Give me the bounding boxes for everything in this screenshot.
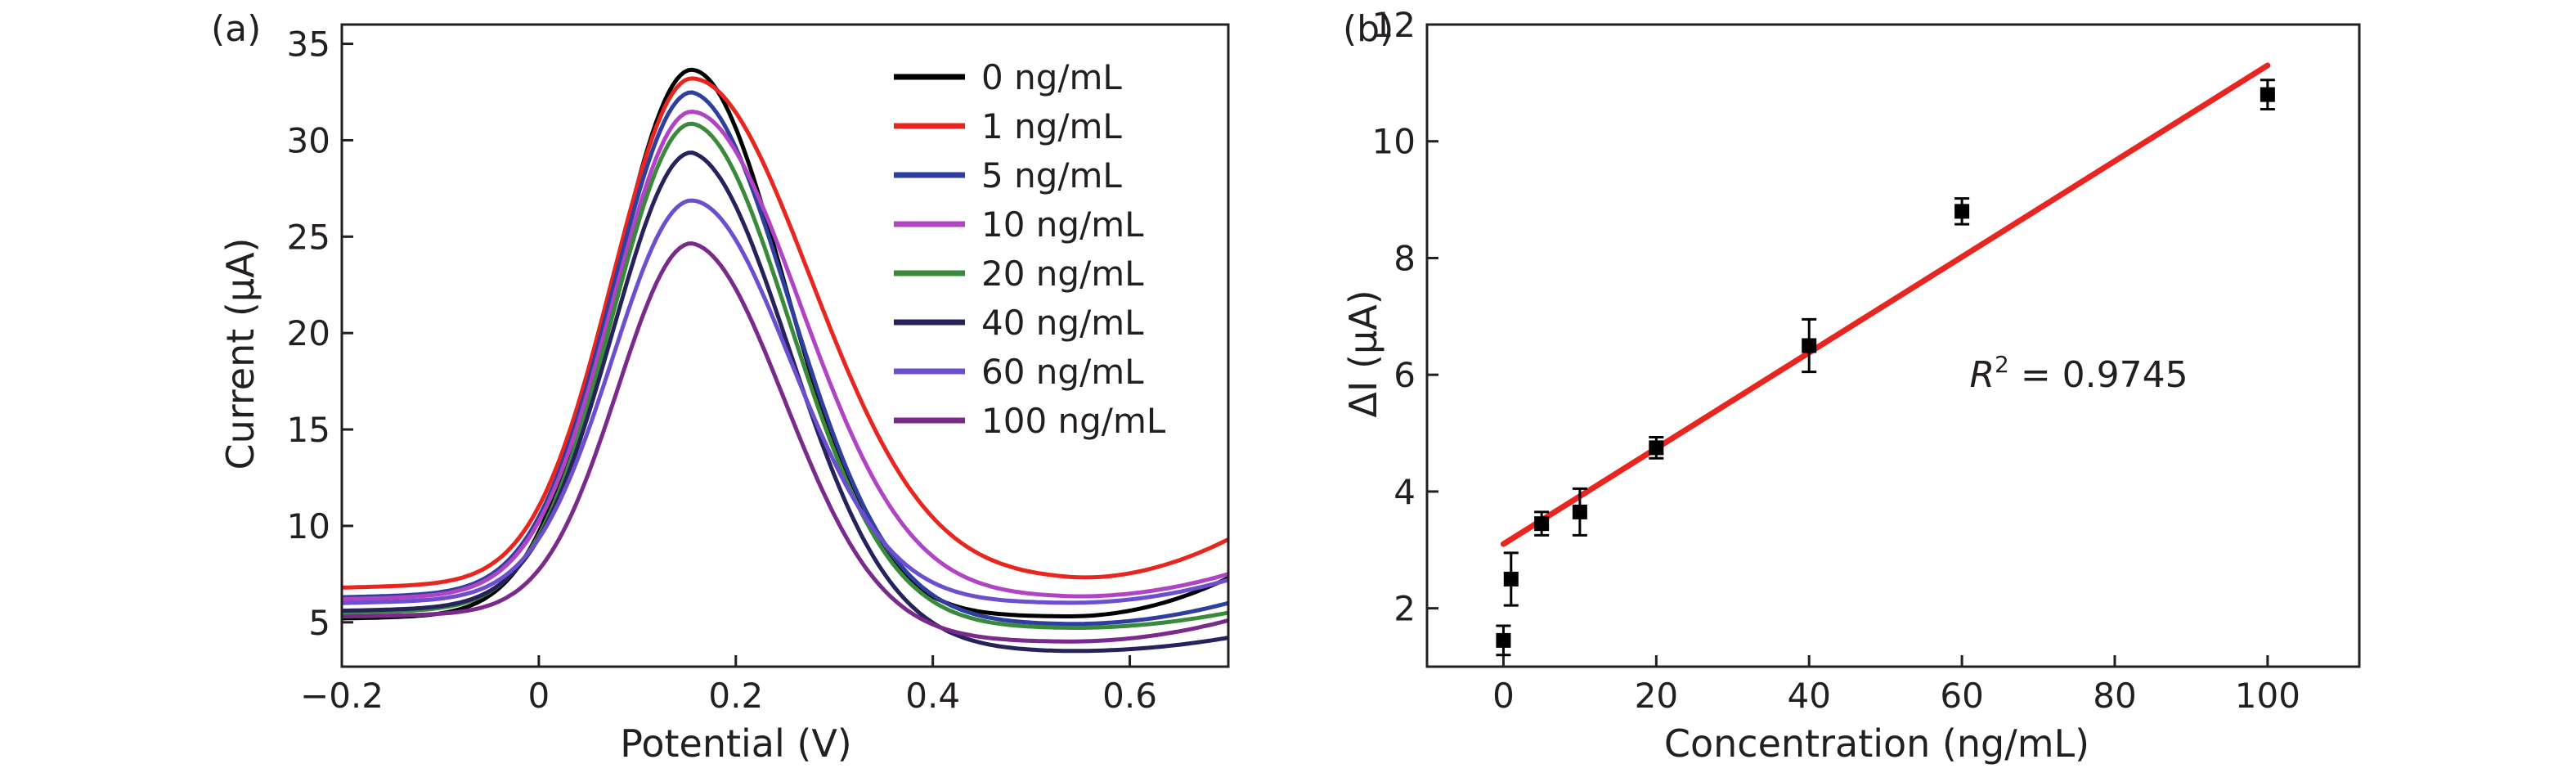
panel-b-data-point (1534, 516, 1550, 532)
panel-b-y-tick-label: 10 (1372, 122, 1416, 162)
panel-b-y-tick-label: 2 (1393, 589, 1416, 629)
panel-a-x-tick-label: 0.6 (1102, 676, 1157, 716)
r-value: = 0.9745 (2009, 354, 2188, 396)
panel-a-x-tick-label: −0.2 (300, 676, 384, 716)
panel-a-legend-label: 0 ng/mL (981, 57, 1122, 97)
panel-b-y-tick-label: 12 (1372, 5, 1416, 45)
panel-b-y-axis-title: ΔI (µA) (1341, 290, 1385, 417)
panel-b-data-point (1496, 632, 1511, 648)
panel-b-x-tick-label: 80 (2093, 676, 2136, 716)
panel-a-legend-label: 100 ng/mL (981, 401, 1166, 441)
panel-b-data-point (2260, 87, 2275, 102)
panel-a-y-axis-title: Current (µA) (218, 237, 263, 470)
panel-a-y-tick-label: 35 (287, 25, 330, 65)
panel-a-curve-series (342, 151, 1228, 654)
panel-a-y-tick-label: 25 (287, 217, 330, 257)
panel-a-y-tick-label: 20 (287, 313, 330, 353)
panel-b-y-tick-label: 8 (1393, 238, 1416, 278)
panel-b-data-point (1802, 338, 1817, 353)
panel-a-curve-series (342, 241, 1228, 644)
panel-a-legend: 0 ng/mL 1 ng/mL 5 ng/mL 10 ng/mL 20 ng/mL 40 … (894, 57, 1166, 441)
panel-a-curve-series (342, 76, 1228, 590)
panel-b-x-tick-label: 40 (1787, 676, 1830, 716)
panel-b-fit-line (1500, 62, 2271, 547)
panel-a-y-tick-label: 15 (287, 410, 330, 450)
panel-b-data-point (1503, 571, 1519, 586)
panel-b-x-tick-label: 20 (1635, 676, 1678, 716)
panel-b-plot-frame (1425, 23, 2361, 668)
panel-b-r-squared-annotation: R2 = 0.9745 (1969, 351, 2188, 396)
panel-a-x-tick-label: 0.4 (905, 676, 960, 716)
panel-b-y-tick-label: 4 (1393, 472, 1416, 512)
panel-a-curve-series (342, 110, 1228, 601)
panel-b-label: (b) (1343, 8, 1393, 50)
panel-b-y-tick-label: 6 (1393, 355, 1416, 395)
panel-a-legend-label: 40 ng/mL (981, 303, 1144, 343)
panel-a-curve-series (342, 90, 1228, 627)
panel-b-x-tick-label: 100 (2235, 676, 2300, 716)
panel-a-curve-series (342, 198, 1228, 605)
panel-a-x-tick-label: 0.2 (708, 676, 763, 716)
panel-b-x-tick-label: 60 (1940, 676, 1983, 716)
panel-a-y-tick-label: 10 (287, 506, 330, 546)
r-symbol: R (1969, 354, 1995, 396)
panel-b-ticks: 0 20 40 60 80 100 2 4 6 8 10 12 (1372, 5, 2300, 716)
panel-a-legend-label: 5 ng/mL (981, 155, 1122, 195)
panel-b-data-point (1572, 504, 1587, 519)
panel-b-data-points (1496, 79, 2275, 657)
panel-a-legend-label: 1 ng/mL (981, 106, 1122, 146)
panel-a-voltammogram-chart: (a) −0.2 0 0.2 0.4 0.6 5 10 15 20 25 30 35 0 ng/mL 1… (211, 8, 1230, 766)
panel-a-ticks: −0.2 0 0.2 0.4 0.6 5 10 15 20 25 30 35 (287, 25, 1157, 716)
panel-a-x-axis-title: Potential (V) (620, 721, 852, 766)
panel-b-data-point (1954, 204, 1970, 219)
panel-a-legend-label: 10 ng/mL (981, 204, 1144, 245)
panel-b-x-tick-label: 0 (1492, 676, 1515, 716)
r-superscript: 2 (1995, 351, 2009, 378)
panel-a-curves (342, 67, 1228, 654)
panel-b-x-axis-title: Concentration (ng/mL) (1664, 721, 2089, 766)
panel-a-y-tick-label: 5 (308, 603, 330, 643)
panel-b-data-point (1649, 440, 1664, 456)
panel-a-label: (a) (211, 8, 261, 50)
panel-a-legend-label: 20 ng/mL (981, 254, 1144, 294)
panel-a-x-tick-label: 0 (528, 676, 550, 716)
panel-a-plot-frame (340, 23, 1230, 668)
panel-a-legend-label: 60 ng/mL (981, 352, 1144, 392)
panel-a-y-tick-label: 30 (287, 120, 330, 160)
